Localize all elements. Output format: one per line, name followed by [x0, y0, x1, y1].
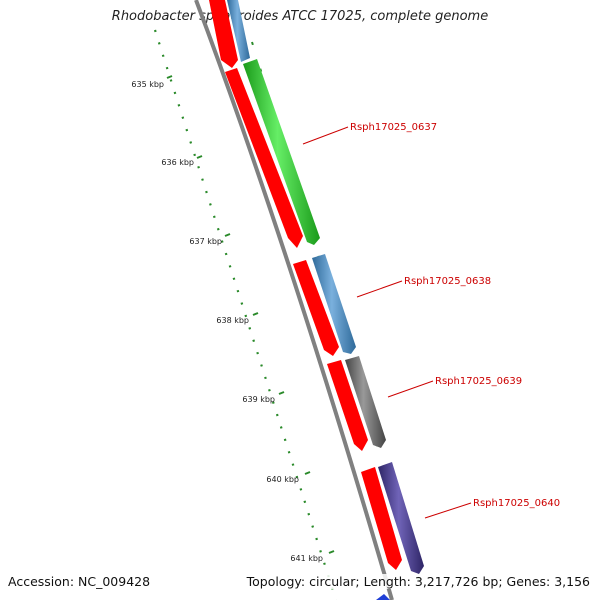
gene-label-rsph17025-0638[interactable]: Rsph17025_0638 [404, 276, 491, 287]
topology-text: Topology: circular; Length: 3,217,726 bp… [246, 574, 590, 589]
ruler-label-640: 640 kbp [266, 475, 299, 484]
gene-label-rsph17025-0640[interactable]: Rsph17025_0640 [473, 498, 560, 509]
ruler-label-636: 636 kbp [161, 158, 194, 167]
gene-label-rsph17025-0639[interactable]: Rsph17025_0639 [435, 376, 522, 387]
reverse-strand-genes [209, 0, 402, 570]
ruler-major-ticks [166, 75, 335, 554]
gene-labels [302, 126, 472, 519]
leader-line [387, 380, 434, 398]
map-title: Rhodobacter sphaeroides ATCC 17025, comp… [111, 9, 489, 24]
accession-text: Accession: NC_009428 [8, 574, 151, 589]
forward-gene-rsph17025-0637 [243, 59, 320, 245]
ruler-label-639: 639 kbp [242, 395, 275, 404]
ruler-label-637: 637 kbp [189, 237, 222, 246]
reverse-gene [209, 0, 238, 68]
leader-line [356, 280, 403, 298]
ruler-label-635: 635 kbp [131, 80, 164, 89]
kbp-ruler: 635 kbp 636 kbp 637 kbp 638 kbp 639 kbp … [131, 29, 338, 600]
gene-label-rsph17025-0637[interactable]: Rsph17025_0637 [350, 122, 437, 133]
leader-line [302, 126, 349, 145]
forward-gene-rsph17025-0639 [345, 356, 386, 448]
genome-backbone [194, 0, 394, 600]
forward-gene-downstream [376, 594, 390, 600]
ruler-label-638: 638 kbp [216, 316, 249, 325]
forward-strand-genes [227, 0, 424, 600]
forward-gene-rsph17025-0640 [378, 462, 424, 574]
ruler-minor-ticks [153, 29, 338, 600]
ruler-label-641: 641 kbp [290, 554, 323, 563]
reverse-gene [361, 467, 402, 570]
reverse-gene [327, 360, 368, 451]
reverse-gene [225, 68, 303, 248]
forward-gene-rsph17025-0638 [312, 254, 356, 354]
forward-gene-upstream [227, 0, 250, 62]
leader-line [424, 502, 472, 519]
reverse-gene [293, 260, 339, 356]
